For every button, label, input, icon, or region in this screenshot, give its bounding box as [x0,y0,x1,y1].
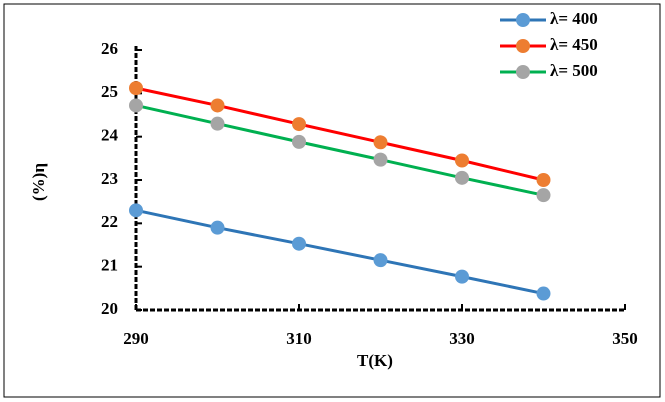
y-tick-label: 23 [101,169,118,188]
data-point [129,98,143,113]
data-point [292,236,306,251]
data-point [210,98,225,113]
data-point [292,117,306,132]
legend-label: λ= 500 [550,61,598,80]
y-tick-label: 25 [101,82,118,101]
data-point [373,135,388,150]
legend-marker [516,65,530,79]
x-tick-label: 330 [449,329,475,348]
y-tick-label: 22 [101,212,118,231]
data-point [129,203,143,218]
data-point [455,269,469,284]
y-tick-label: 20 [101,299,118,318]
data-point [536,286,551,301]
data-point [455,153,469,168]
data-point [210,220,225,235]
y-tick-label: 24 [101,126,119,145]
x-tick-label: 290 [123,329,149,348]
data-point [210,116,225,131]
x-tick-label: 310 [286,329,312,348]
data-point [292,134,306,149]
legend-label: λ= 450 [550,35,598,54]
x-axis-label: T(K) [357,351,393,370]
legend-marker [516,39,530,53]
data-point [373,253,388,268]
chart-frame [3,3,661,398]
data-point [129,81,143,96]
series-line [135,104,544,197]
y-tick-label: 21 [101,256,118,275]
legend-label: λ= 400 [550,9,598,28]
data-point [536,173,551,187]
series-line [135,86,544,182]
data-point [536,188,551,203]
data-point [455,170,469,185]
y-axis-label: (%)η [29,163,48,201]
data-point [373,152,388,167]
series-line [135,208,544,296]
y-tick-label: 26 [101,39,118,58]
x-tick-label: 350 [612,329,638,348]
legend-marker [516,13,530,27]
